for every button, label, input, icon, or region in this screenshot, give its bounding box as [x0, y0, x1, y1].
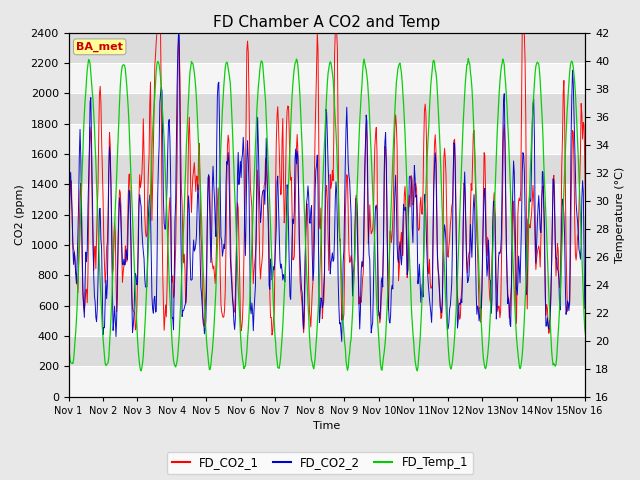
Bar: [68, 245, 586, 276]
Bar: [68, 215, 586, 245]
Legend: FD_CO2_1, FD_CO2_2, FD_Temp_1: FD_CO2_1, FD_CO2_2, FD_Temp_1: [167, 452, 473, 474]
Bar: [68, 366, 586, 397]
Y-axis label: CO2 (ppm): CO2 (ppm): [15, 184, 25, 245]
Bar: [68, 306, 586, 336]
Bar: [68, 93, 586, 124]
Bar: [68, 184, 586, 215]
Bar: [68, 336, 586, 366]
Text: BA_met: BA_met: [76, 42, 123, 52]
Y-axis label: Temperature (°C): Temperature (°C): [615, 167, 625, 263]
X-axis label: Time: Time: [314, 421, 340, 432]
Bar: [68, 154, 586, 184]
Bar: [68, 276, 586, 306]
Title: FD Chamber A CO2 and Temp: FD Chamber A CO2 and Temp: [213, 15, 440, 30]
Bar: [68, 124, 586, 154]
Bar: [68, 63, 586, 93]
Bar: [68, 33, 586, 63]
